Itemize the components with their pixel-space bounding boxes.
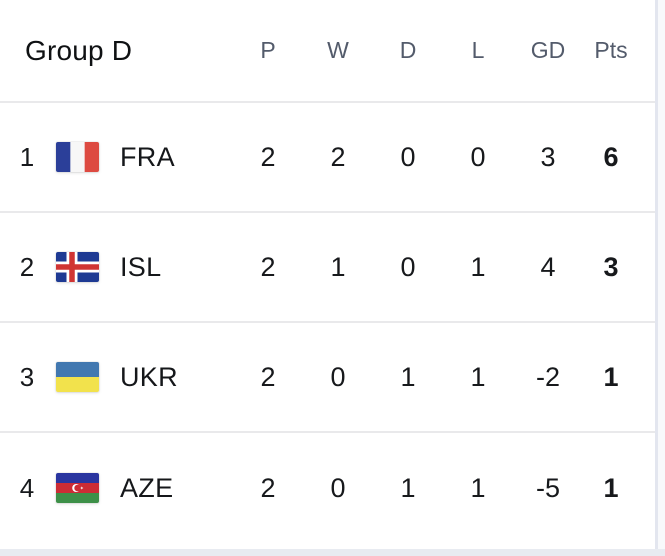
goal-difference-cell: 4 — [540, 251, 556, 282]
losses-cell: 1 — [470, 251, 486, 282]
flag-cell — [54, 252, 100, 282]
points-cell: 6 — [603, 141, 619, 172]
position-number: 4 — [19, 472, 35, 503]
draws-cell: 0 — [400, 141, 416, 172]
goal-difference-cell: -2 — [535, 361, 560, 392]
losses-cell: 1 — [470, 361, 486, 392]
played-cell: 2 — [260, 141, 276, 172]
team-row-ukr[interactable]: 3 UKR 2 0 1 1 -2 1 — [0, 323, 655, 433]
group-title: Group D — [25, 34, 133, 66]
flag-cell — [54, 142, 100, 172]
team-row-aze[interactable]: 4 AZE 2 0 1 1 -5 1 — [0, 433, 655, 543]
flag-cell — [54, 473, 100, 503]
france-flag-icon — [55, 142, 99, 172]
draws-cell: 1 — [400, 472, 416, 503]
wins-cell: 0 — [330, 361, 346, 392]
standings-card: Group D P W D L GD Pts 1 FRA 2 2 0 0 3 — [0, 0, 658, 549]
ukraine-flag-icon — [55, 362, 99, 392]
col-header-losses: L — [471, 37, 485, 63]
iceland-flag-icon — [55, 252, 99, 282]
wins-cell: 1 — [330, 251, 346, 282]
col-header-draws: D — [399, 37, 417, 63]
team-row-isl[interactable]: 2 ISL 2 1 0 1 4 3 — [0, 213, 655, 323]
played-cell: 2 — [260, 472, 276, 503]
flag-cell — [54, 362, 100, 392]
position-number: 3 — [19, 361, 35, 392]
points-cell: 3 — [603, 251, 619, 282]
col-header-points: Pts — [594, 37, 628, 63]
position-number: 2 — [19, 251, 35, 282]
goal-difference-cell: -5 — [535, 472, 560, 503]
goal-difference-cell: 3 — [540, 141, 556, 172]
page-background-strip — [0, 549, 665, 556]
azerbaijan-flag-icon — [55, 473, 99, 503]
played-cell: 2 — [260, 251, 276, 282]
points-cell: 1 — [603, 472, 619, 503]
team-code: FRA — [120, 141, 175, 172]
played-cell: 2 — [260, 361, 276, 392]
wins-cell: 0 — [330, 472, 346, 503]
draws-cell: 0 — [400, 251, 416, 282]
table-header-row: Group D P W D L GD Pts — [0, 0, 655, 103]
wins-cell: 2 — [330, 141, 346, 172]
team-code: AZE — [120, 472, 174, 503]
position-number: 1 — [19, 141, 35, 172]
losses-cell: 1 — [470, 472, 486, 503]
col-header-goal-difference: GD — [530, 37, 566, 63]
team-code: UKR — [120, 361, 178, 392]
col-header-played: P — [260, 37, 276, 63]
draws-cell: 1 — [400, 361, 416, 392]
points-cell: 1 — [603, 361, 619, 392]
team-code: ISL — [120, 251, 162, 282]
losses-cell: 0 — [470, 141, 486, 172]
team-row-fra[interactable]: 1 FRA 2 2 0 0 3 6 — [0, 103, 655, 213]
col-header-wins: W — [327, 37, 349, 63]
